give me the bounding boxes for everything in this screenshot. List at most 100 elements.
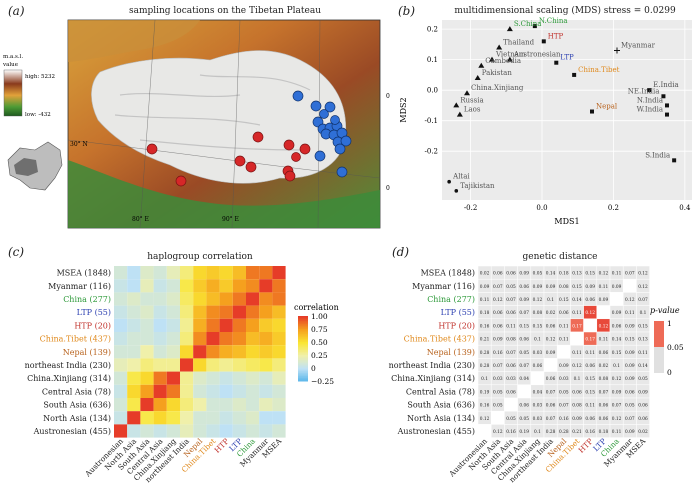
distance-cell: [622, 278, 637, 293]
heatmap-cell: [259, 358, 273, 372]
distance-value: 0.16: [493, 351, 503, 356]
distance-value: 0.12: [599, 324, 609, 329]
y-axis-label: MDS2: [399, 97, 408, 122]
distance-value: 0.09: [612, 311, 622, 316]
heatmap-cell: [127, 305, 141, 319]
panel-d-label: (d): [392, 245, 410, 259]
distance-value: 0.03: [559, 377, 569, 382]
mds-point: [506, 26, 513, 32]
svg-text:0: 0: [386, 93, 390, 100]
map-svg: 30° N 80° E 90° E 0 0: [2, 19, 390, 229]
distance-value: 0.09: [625, 377, 635, 382]
mds-point-label: China.Xinjiang: [471, 84, 524, 92]
row-label: China.Tibet (437): [404, 335, 475, 344]
row-label: North Asia (134): [43, 414, 111, 423]
legend-gradient-step: [298, 361, 308, 364]
mds-point: [532, 24, 537, 29]
distance-value: 0.06: [519, 285, 529, 290]
heatmap-cell: [166, 292, 180, 306]
legend-tick: 1.00: [311, 312, 328, 321]
heatmap-cell: [259, 292, 273, 306]
distance-value: 0.06: [493, 311, 503, 316]
distance-value: 0.1: [640, 311, 647, 316]
distance-value: 0.07: [506, 351, 516, 356]
blue-point: [319, 109, 329, 119]
heatmap-cell: [219, 266, 233, 280]
mds-point-label: N.China: [539, 17, 568, 25]
panel-c-title: haplogroup correlation: [147, 252, 253, 262]
heatmap-cell: [246, 371, 260, 385]
row-label: China.Xinjiang (314): [27, 374, 111, 383]
distance-value: 0.15: [585, 272, 595, 277]
svg-text:0: 0: [386, 185, 390, 192]
distance-cell: [570, 331, 584, 346]
legend-gradient-step: [298, 332, 308, 335]
legend-gradient-step: [298, 343, 308, 346]
distance-value: 0.05: [533, 272, 543, 277]
heatmap-cell: [206, 266, 220, 280]
legend-tick: 0.25: [311, 351, 328, 360]
heatmap-cell: [272, 345, 286, 359]
heatmap-cell: [272, 398, 286, 412]
heatmap-cell: [246, 384, 260, 398]
heatmap-cell: [232, 424, 246, 438]
heatmap-cell: [259, 411, 273, 425]
distance-value: 0.17: [585, 338, 595, 343]
mds-point: [464, 90, 470, 96]
heatmap-cell: [140, 318, 154, 332]
heatmap-cell: [180, 371, 194, 385]
heatmap-cell: [193, 305, 207, 319]
distance-value: 0.06: [519, 404, 529, 409]
row-label: HTP (20): [438, 321, 475, 330]
heatmap-cell: [206, 424, 220, 438]
heatmap-cell: [127, 424, 141, 438]
heatmap-cell: [114, 384, 128, 398]
red-sampling-points: [146, 131, 311, 187]
heatmap-cell: [166, 305, 180, 319]
x-tick-label: -0.2: [464, 204, 478, 212]
heatmap-cell: [166, 371, 180, 385]
heatmap-cell: [206, 358, 220, 372]
distance-cell: [596, 305, 611, 320]
row-label: Austronesian (455): [33, 427, 111, 436]
distance-value: 0.07: [519, 311, 529, 316]
heatmap-cell: [272, 411, 286, 425]
mds-point-label: E.India: [653, 81, 679, 89]
mds-point: [665, 103, 669, 108]
heatmap-cell: [166, 398, 180, 412]
distance-cell: [517, 384, 532, 399]
panel-a-label: (a): [8, 4, 25, 18]
heatmap-cell: [219, 279, 233, 293]
y-tick-label: 0.2: [427, 26, 438, 34]
distance-value: 0.09: [519, 298, 529, 303]
distance-value: 0.16: [480, 324, 490, 329]
y-tick-label: 0.0: [427, 87, 438, 95]
heatmap-cell: [180, 424, 194, 438]
legend-gradient-step: [298, 358, 308, 361]
heatmap-cell: [193, 411, 207, 425]
distance-value: 0.08: [533, 311, 543, 316]
row-label: China.Xinjiang (314): [391, 374, 475, 383]
distance-value: 0.06: [599, 404, 609, 409]
heatmap-cell: [140, 398, 154, 412]
y-tick-label: -0.1: [425, 117, 439, 125]
heatmap-cell: [193, 384, 207, 398]
distance-value: 0.09: [638, 390, 648, 395]
mds-point: [453, 102, 460, 108]
row-label: northeast India (230): [389, 361, 475, 370]
heatmap-cell: [166, 424, 180, 438]
legend-tick: 1: [667, 319, 672, 328]
distance-value: 0.15: [533, 324, 543, 329]
heatmap-cell: [259, 305, 273, 319]
red-point: [291, 152, 301, 162]
heatmap-cell: [180, 305, 194, 319]
distance-value: 0.21: [480, 338, 490, 343]
row-label: MSEA (1848): [421, 269, 475, 278]
heatmap-cell: [114, 332, 128, 346]
legend-low: low: -432: [25, 112, 51, 118]
distance-value: 0.09: [612, 390, 622, 395]
heatmap-cell: [166, 279, 180, 293]
row-label: Central Asia (78): [406, 387, 475, 396]
distance-value: 0.11: [638, 351, 648, 356]
distance-value: 0.18: [599, 430, 609, 435]
